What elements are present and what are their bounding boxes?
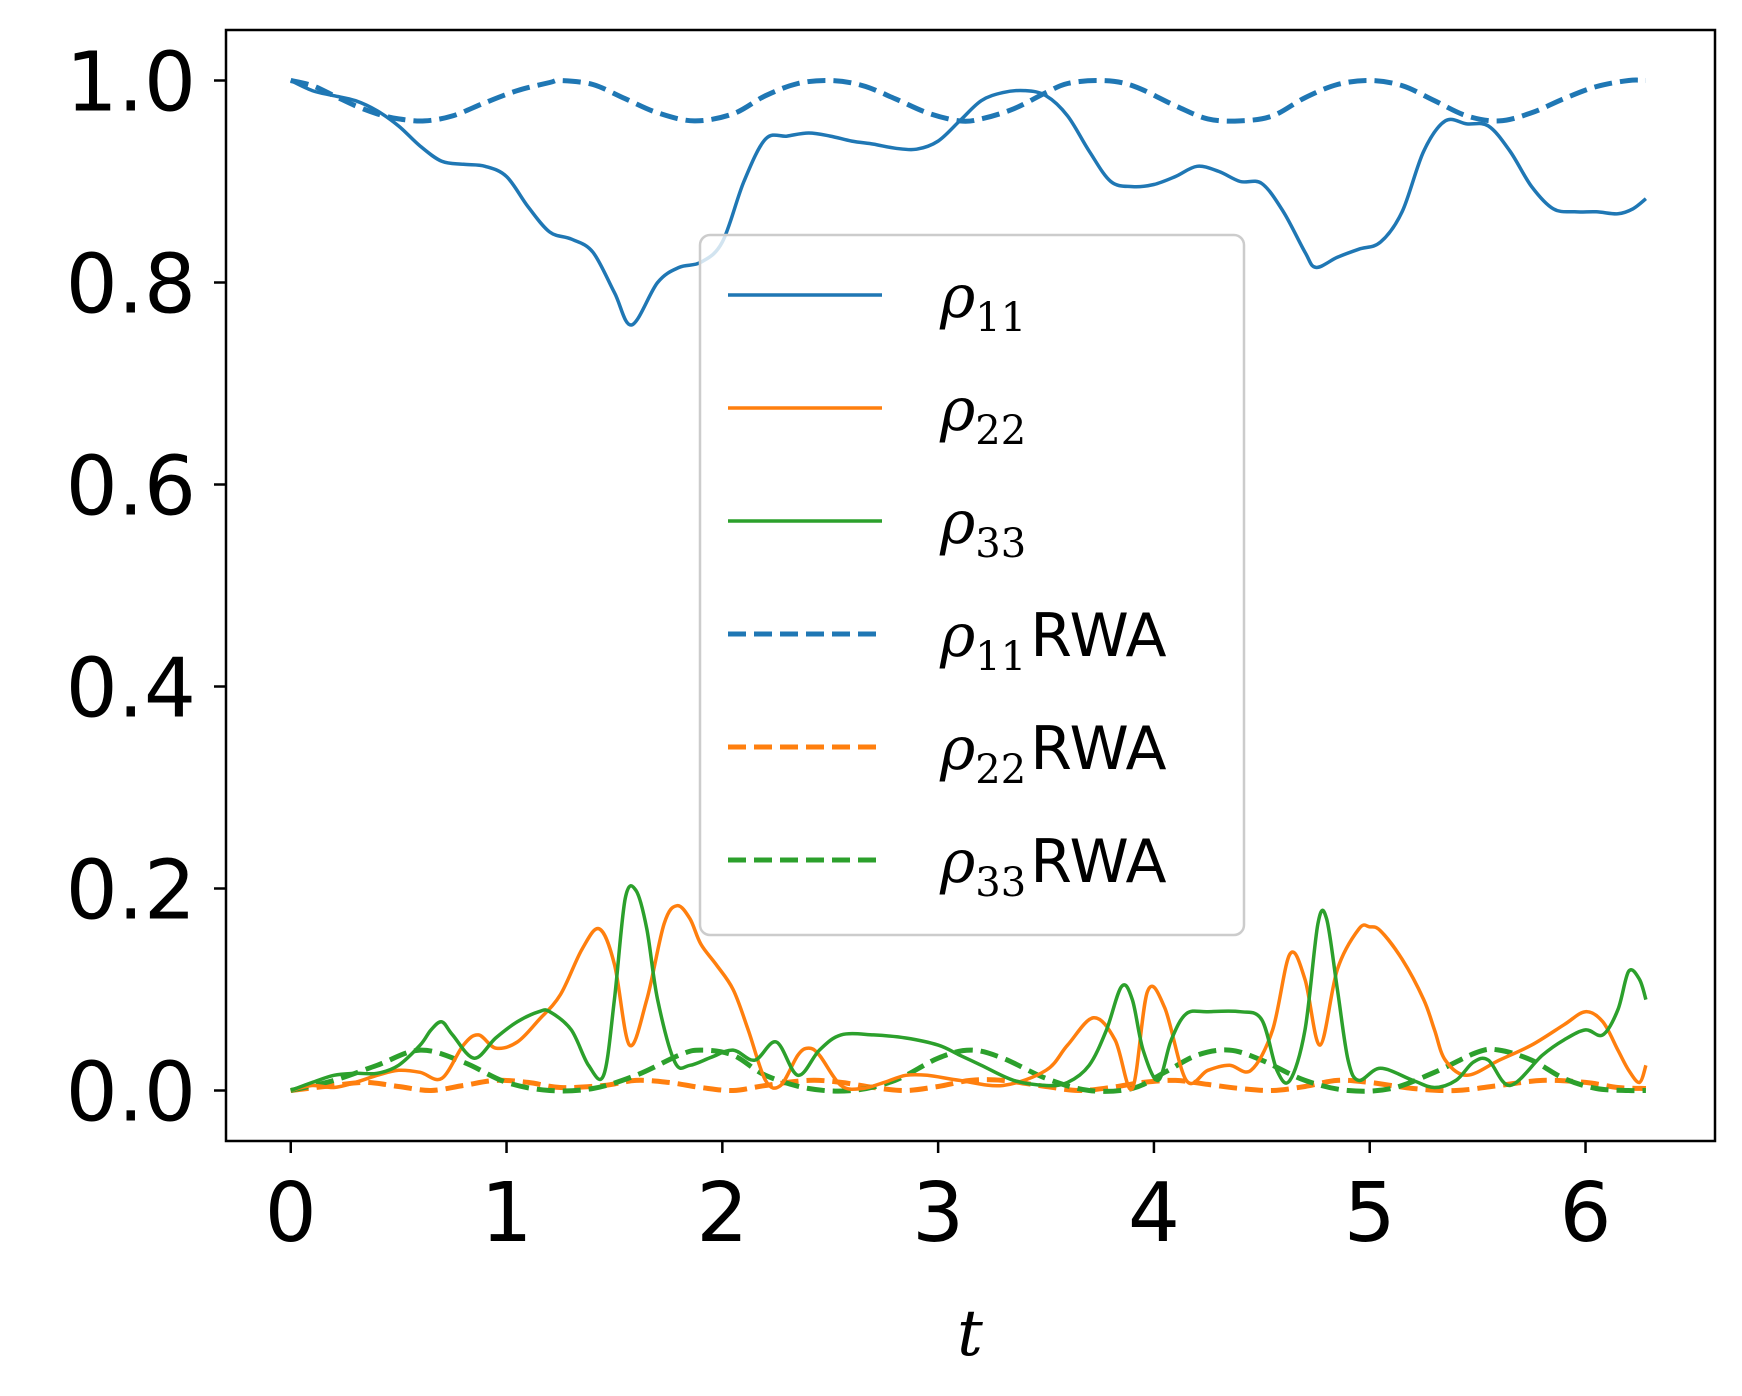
legend-label-6: ρ33RWA [939, 827, 1167, 906]
y-tick-label: 0.4 [66, 642, 196, 737]
y-tick-label: 1.0 [66, 36, 196, 131]
x-tick-label: 2 [696, 1166, 748, 1261]
series-line-5 [290, 1077, 1647, 1094]
plot-lines [289, 77, 1648, 1094]
y-axis: 0.0 0.2 0.4 0.6 0.8 1.0 [66, 36, 226, 1141]
x-tick-label: 5 [1344, 1166, 1396, 1261]
x-tick-label: 6 [1559, 1166, 1611, 1261]
series-line-6 [290, 1046, 1646, 1094]
x-tick-label: 3 [912, 1166, 964, 1261]
legend-label-4: ρ11RWA [939, 601, 1167, 680]
series-line-2 [290, 903, 1648, 1093]
x-tick-label: 1 [480, 1166, 532, 1261]
legend-label-2: ρ22 [939, 375, 1026, 454]
legend-box [698, 233, 1246, 937]
x-axis-label: t [957, 1297, 983, 1371]
legend-label-5: ρ22RWA [939, 714, 1167, 793]
series-line-4 [290, 77, 1646, 124]
legend-label-1: ρ11 [939, 262, 1026, 341]
series-line-1 [289, 78, 1648, 327]
x-tick-label: 4 [1128, 1166, 1180, 1261]
x-tick-label: 0 [265, 1166, 317, 1261]
series-line-3 [290, 884, 1648, 1093]
y-tick-label: 0.0 [66, 1046, 196, 1141]
legend: ρ11 ρ22 ρ33 ρ11RWA ρ22RWA ρ33RWA [698, 233, 1246, 937]
plot-frame [224, 28, 1717, 1143]
y-tick-label: 0.8 [66, 238, 196, 333]
legend-label-3: ρ33 [939, 488, 1026, 567]
y-tick-label: 0.6 [66, 440, 196, 535]
x-axis: 0 1 2 3 4 5 6 [265, 1141, 1612, 1261]
y-tick-label: 0.2 [66, 844, 196, 939]
